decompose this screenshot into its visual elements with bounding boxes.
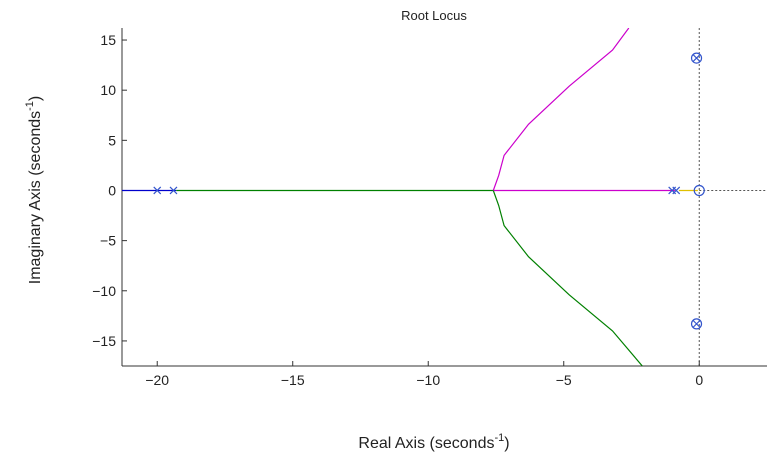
plot-area: −20 −15 −10 −5 0 15 10 5 0 −5 −10 −15 <box>92 28 767 388</box>
x-axis-label-sup: -1 <box>494 432 504 444</box>
pole-marker <box>692 54 701 63</box>
y-tick-label: −10 <box>92 283 116 299</box>
x-axis-label-close: ) <box>504 435 509 452</box>
locus-branch-5 <box>492 28 630 191</box>
zero-marker <box>690 52 703 64</box>
pole-marker <box>692 319 701 328</box>
y-axis-label-close: ) <box>27 96 44 101</box>
chart-title: Root Locus <box>401 8 467 23</box>
x-tick-label: −15 <box>281 372 305 388</box>
x-tick-label: 0 <box>695 372 703 388</box>
pole-marker <box>153 186 162 195</box>
x-tick-label: −5 <box>556 372 572 388</box>
y-tick-label: 0 <box>108 182 116 198</box>
pole-marker <box>672 186 681 195</box>
y-tick-label: 5 <box>108 132 116 148</box>
zero-marker <box>693 184 705 197</box>
y-tick-label: −15 <box>92 333 116 349</box>
zero-marker <box>690 318 703 330</box>
y-axis-label: Imaginary Axis (seconds-1) <box>24 96 44 285</box>
y-axis-label-sup: -1 <box>24 101 36 111</box>
y-tick-label: −5 <box>100 233 116 249</box>
x-axis-label: Real Axis (seconds-1) <box>358 432 509 452</box>
y-tick-label: 15 <box>100 32 116 48</box>
x-tick-label: −10 <box>416 372 440 388</box>
y-tick-label: 10 <box>100 82 116 98</box>
pole-marker <box>169 186 178 195</box>
x-tick-label: −20 <box>145 372 169 388</box>
locus-branch-6 <box>492 190 643 366</box>
x-axis-label-main: Real Axis (seconds <box>358 435 494 452</box>
y-axis-label-main: Imaginary Axis (seconds <box>27 111 44 284</box>
